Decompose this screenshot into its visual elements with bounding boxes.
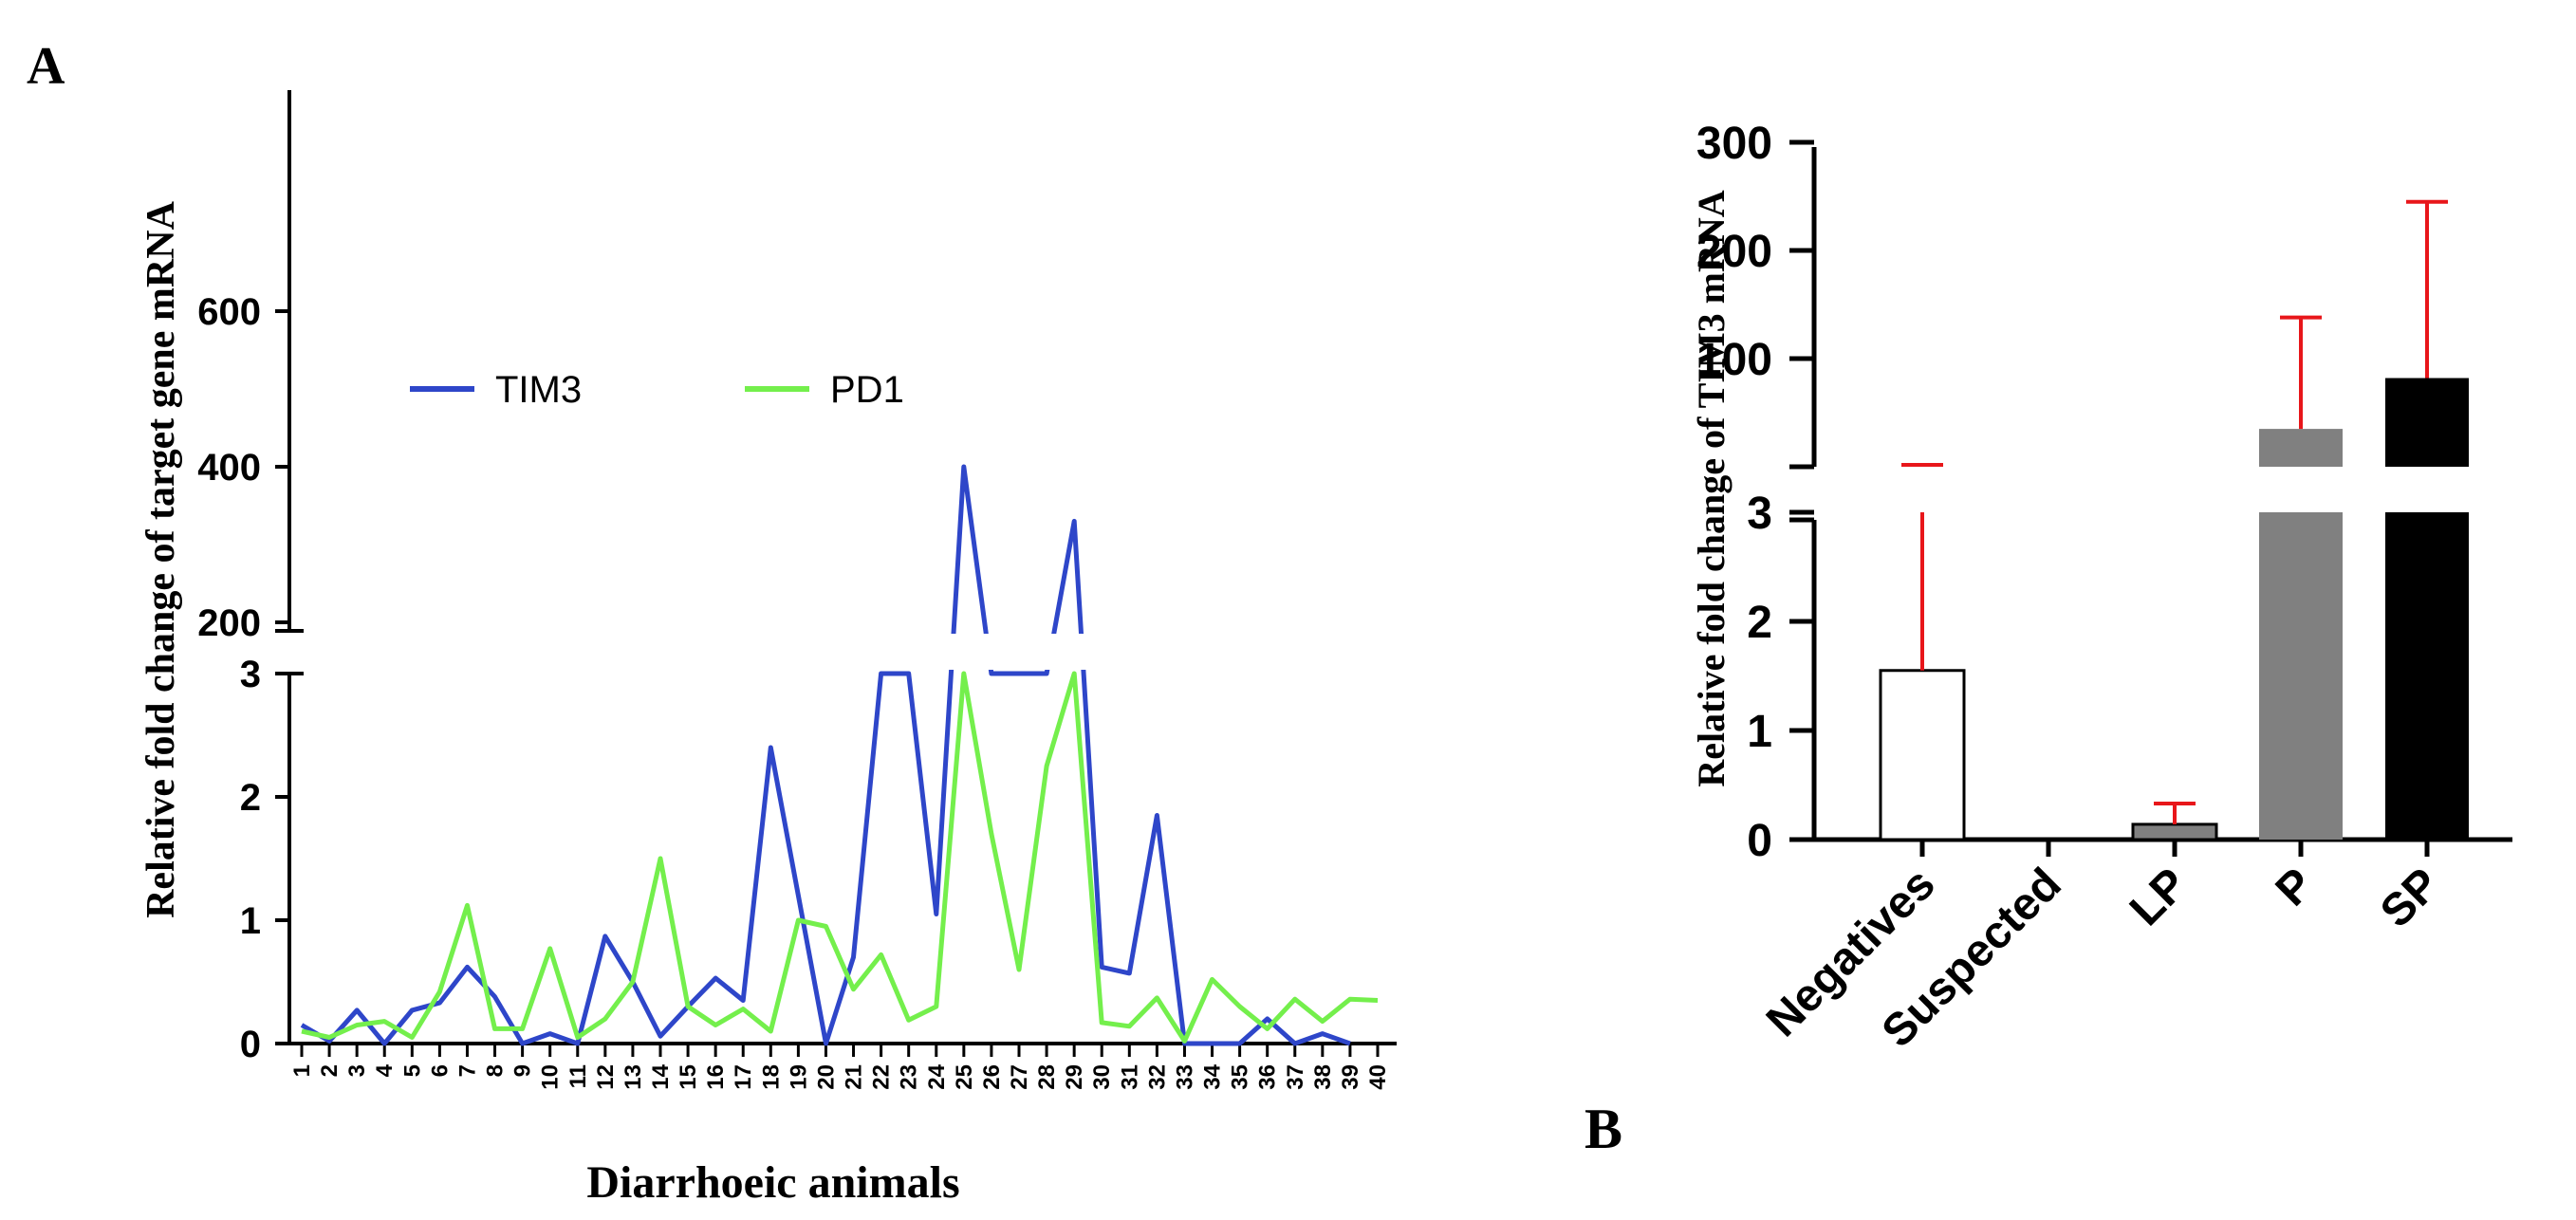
a-xtick-label: 6 (427, 1064, 453, 1077)
panel-a: A Relative fold change of target gene mR… (27, 37, 1397, 1208)
bar-negatives (1879, 669, 1966, 841)
a-ytick-label: 1 (240, 900, 261, 942)
panel-a-ylabel: Relative fold change of target gene mRNA (139, 200, 183, 917)
a-xtick-label: 21 (842, 1064, 867, 1090)
a-xtick-label: 12 (593, 1064, 619, 1090)
a-xtick-label: 36 (1255, 1064, 1281, 1090)
a-xtick-label: 8 (483, 1064, 509, 1077)
a-xtick-label: 5 (399, 1064, 425, 1077)
series-line-pd1 (301, 671, 1379, 1044)
a-xtick-label: 22 (869, 1064, 895, 1090)
b-ytick-label: 1 (1747, 707, 1772, 757)
a-xtick-label: 14 (648, 1063, 674, 1089)
a-xtick-label: 31 (1117, 1064, 1142, 1090)
a-xtick-label: 3 (344, 1064, 370, 1077)
a-xtick-label: 25 (952, 1064, 977, 1090)
a-xtick-label: 26 (979, 1064, 1005, 1090)
a-xtick-label: 39 (1338, 1064, 1363, 1090)
a-xtick-label: 17 (731, 1064, 756, 1090)
a-xtick-label: 29 (1062, 1064, 1087, 1090)
bar-p-lower (2259, 512, 2343, 840)
a-xtick-label: 15 (676, 1064, 701, 1090)
a-xtick-label: 9 (510, 1064, 536, 1077)
legend-pd1-label: PD1 (830, 369, 904, 411)
a-xtick-label: 18 (758, 1064, 784, 1090)
a-xtick-label: 38 (1310, 1064, 1336, 1090)
a-xtick-label: 20 (813, 1064, 839, 1090)
a-xtick-label: 10 (538, 1064, 564, 1090)
a-xtick-label: 2 (317, 1064, 343, 1077)
bar-sp-upper (2385, 378, 2469, 467)
a-xtick-label: 37 (1283, 1064, 1308, 1090)
a-xtick-label: 4 (372, 1063, 398, 1077)
a-ytick-label: 200 (197, 602, 261, 644)
a-xtick-label: 33 (1172, 1064, 1197, 1090)
a-xtick-label: 13 (621, 1064, 646, 1090)
panel-b-ylabel: Relative fold change of TIM3 mRNA (1690, 190, 1733, 786)
bar-sp-lower (2385, 512, 2469, 840)
b-ytick-label: 2 (1747, 598, 1772, 648)
a-ytick-label: 400 (197, 447, 261, 489)
a-ytick-label: 600 (197, 291, 261, 333)
b-ytick-label: 3 (1747, 489, 1772, 539)
a-xtick-label: 24 (924, 1063, 950, 1089)
bar-p-upper (2259, 429, 2343, 467)
a-xtick-label: 28 (1034, 1064, 1060, 1090)
b-xtick-label: LP (2121, 859, 2197, 935)
b-xtick-label: P (2267, 859, 2324, 915)
a-xtick-label: 11 (565, 1064, 591, 1088)
a-xtick-label: 16 (703, 1064, 729, 1090)
a-xtick-label: 7 (454, 1064, 480, 1077)
a-xtick-label: 30 (1089, 1064, 1115, 1090)
a-xtick-label: 19 (786, 1064, 811, 1090)
a-ytick-label: 3 (240, 654, 261, 695)
b-ytick-label: 200 (1696, 227, 1772, 277)
b-ytick-label: 0 (1747, 816, 1772, 866)
b-ytick-label: 100 (1696, 335, 1772, 385)
panel-a-xlabel: Diarrhoeic animals (586, 1157, 959, 1208)
a-xtick-label: 34 (1200, 1063, 1226, 1089)
bar-lp (2131, 823, 2218, 841)
a-xtick-label: 27 (1007, 1064, 1032, 1090)
a-xtick-label: 1 (289, 1064, 315, 1077)
a-ytick-label: 2 (240, 777, 261, 819)
series-line-tim3 (300, 464, 1351, 1046)
legend-tim3-label: TIM3 (495, 369, 582, 411)
panel-b: B Relative fold change of TIM3 mRNA 0 1 2 3… (1585, 119, 2512, 1160)
b-xtick-label: SP (2371, 859, 2450, 937)
panel-a-label: A (27, 37, 65, 96)
panel-a-legend: TIM3 PD1 (410, 369, 904, 411)
a-xtick-label: 32 (1144, 1064, 1170, 1090)
a-xtick-label: 40 (1365, 1064, 1391, 1090)
panel-b-label: B (1585, 1098, 1622, 1160)
a-xtick-label: 35 (1228, 1064, 1253, 1090)
a-xtick-label: 23 (897, 1064, 922, 1090)
a-ytick-label: 0 (240, 1024, 261, 1065)
b-ytick-label: 300 (1696, 119, 1772, 169)
